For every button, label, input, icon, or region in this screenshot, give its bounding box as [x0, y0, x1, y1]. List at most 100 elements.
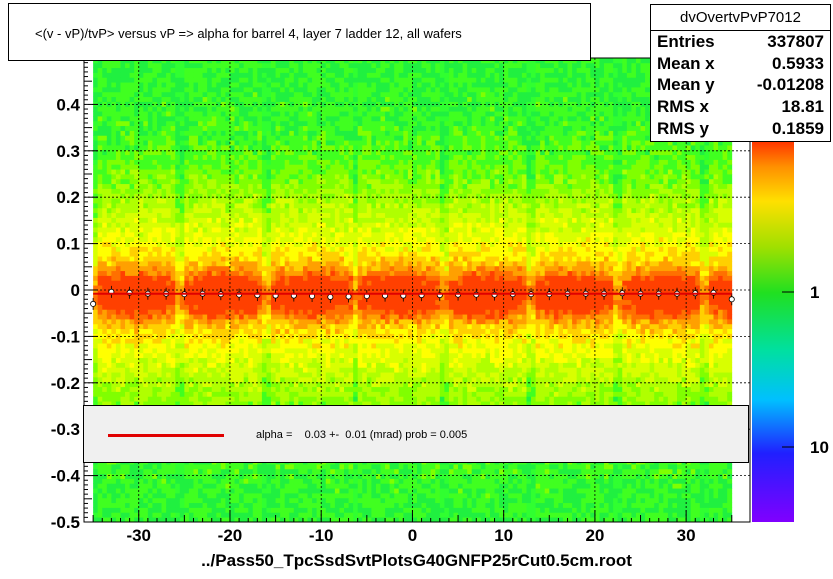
- heatmap-cell: [175, 130, 181, 136]
- heatmap-cell: [170, 343, 176, 349]
- heatmap-cell: [170, 507, 176, 513]
- heatmap-cell: [248, 493, 254, 499]
- heatmap-cell: [248, 309, 254, 315]
- heatmap-cell: [175, 82, 181, 88]
- heatmap-cell: [298, 193, 304, 199]
- heatmap-cell: [266, 285, 272, 291]
- heatmap-cell: [188, 198, 194, 204]
- heatmap-cell: [280, 125, 286, 131]
- heatmap-cell: [316, 125, 322, 131]
- heatmap-cell: [220, 391, 226, 397]
- heatmap-cell: [198, 352, 203, 359]
- heatmap-cell: [198, 106, 203, 112]
- heatmap-cell: [193, 391, 199, 397]
- heatmap-cell: [312, 348, 318, 354]
- heatmap-cell: [102, 82, 108, 88]
- heatmap-cell: [307, 309, 313, 315]
- heatmap-cell: [106, 261, 112, 267]
- heatmap-cell: [275, 212, 281, 218]
- heatmap-cell: [266, 236, 272, 243]
- heatmap-cell: [202, 125, 208, 131]
- heatmap-cell: [93, 304, 99, 310]
- heatmap-cell: [129, 280, 135, 286]
- heatmap-cell: [252, 377, 258, 383]
- heatmap-cell: [252, 507, 258, 513]
- heatmap-cell: [179, 265, 185, 272]
- heatmap-cell: [115, 328, 121, 334]
- heatmap-cell: [216, 265, 222, 272]
- heatmap-cell: [106, 372, 112, 378]
- heatmap-cell: [120, 193, 126, 199]
- heatmap-cell: [229, 319, 235, 325]
- heatmap-cell: [261, 82, 267, 88]
- heatmap-cell: [138, 135, 144, 141]
- heatmap-cell: [316, 517, 322, 522]
- heatmap-cell: [271, 285, 276, 291]
- heatmap-cell: [111, 203, 117, 209]
- heatmap-cell: [234, 227, 240, 233]
- heatmap-cell: [156, 198, 162, 204]
- heatmap-cell: [102, 188, 108, 194]
- heatmap-cell: [97, 309, 103, 315]
- heatmap-cell: [302, 372, 308, 378]
- heatmap-cell: [111, 256, 117, 262]
- heatmap-cell: [143, 91, 149, 98]
- heatmap-cell: [261, 328, 267, 334]
- heatmap-cell: [175, 72, 181, 78]
- heatmap-cell: [166, 222, 172, 228]
- heatmap-cell: [93, 270, 99, 276]
- heatmap-cell: [134, 517, 140, 522]
- heatmap-cell: [307, 212, 313, 218]
- heatmap-cell: [198, 188, 203, 194]
- heatmap-cell: [280, 290, 286, 296]
- heatmap-cell: [293, 517, 299, 522]
- heatmap-cell: [129, 396, 135, 402]
- heatmap-cell: [97, 468, 103, 475]
- heatmap-cell: [289, 130, 295, 136]
- heatmap-cell: [102, 280, 108, 286]
- heatmap-cell: [198, 367, 203, 373]
- heatmap-cell: [298, 120, 304, 127]
- heatmap-cell: [302, 478, 308, 484]
- heatmap-cell: [175, 174, 181, 180]
- heatmap-cell: [115, 294, 121, 301]
- heatmap-cell: [289, 62, 295, 69]
- heatmap-cell: [93, 285, 99, 291]
- heatmap-cell: [293, 91, 299, 98]
- heatmap-cell: [97, 183, 103, 189]
- heatmap-cell: [325, 285, 331, 291]
- heatmap-cell: [280, 198, 286, 204]
- heatmap-cell: [184, 227, 190, 233]
- heatmap-cell: [261, 517, 267, 522]
- heatmap-cell: [179, 333, 185, 339]
- heatmap-cell: [266, 164, 272, 170]
- heatmap-cell: [134, 111, 140, 117]
- heatmap-cell: [293, 381, 299, 388]
- heatmap-cell: [129, 502, 135, 508]
- heatmap-cell: [321, 62, 327, 69]
- heatmap-cell: [97, 517, 103, 522]
- heatmap-cell: [316, 493, 322, 499]
- heatmap-cell: [216, 285, 222, 291]
- heatmap-cell: [170, 512, 176, 518]
- heatmap-cell: [211, 294, 217, 301]
- heatmap-cell: [211, 377, 217, 383]
- heatmap-cell: [125, 198, 131, 204]
- heatmap-cell: [202, 270, 208, 276]
- heatmap-cell: [188, 261, 194, 267]
- heatmap-cell: [143, 125, 149, 131]
- heatmap-cell: [275, 227, 281, 233]
- heatmap-cell: [147, 62, 153, 69]
- heatmap-cell: [184, 174, 190, 180]
- heatmap-cell: [307, 62, 313, 69]
- heatmap-cell: [156, 227, 162, 233]
- heatmap-cell: [207, 386, 213, 392]
- heatmap-cell: [216, 198, 222, 204]
- heatmap-cell: [257, 381, 263, 388]
- heatmap-cell: [115, 222, 121, 228]
- heatmap-cell: [93, 106, 99, 112]
- heatmap-cell: [321, 145, 327, 151]
- heatmap-cell: [211, 256, 217, 262]
- heatmap-cell: [216, 275, 222, 281]
- heatmap-cell: [202, 246, 208, 252]
